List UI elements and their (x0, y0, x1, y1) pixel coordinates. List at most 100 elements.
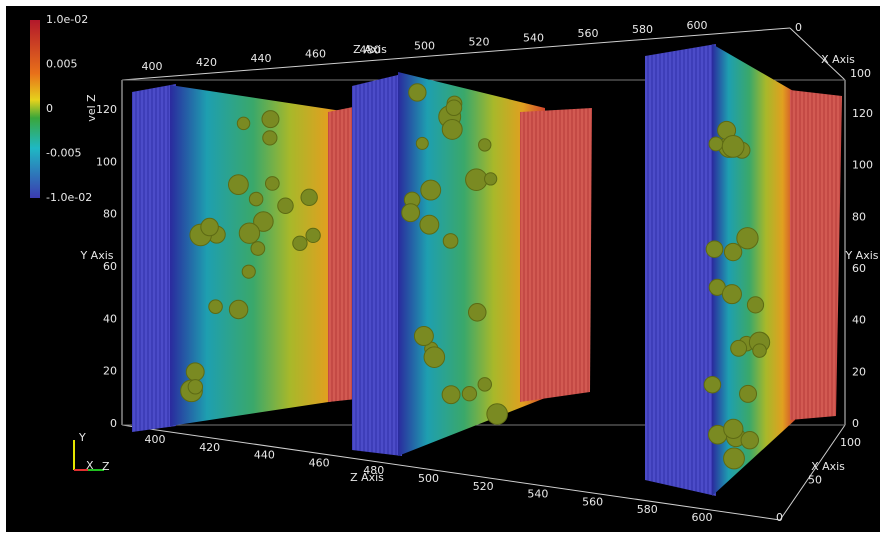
particle (724, 243, 741, 260)
particle (416, 137, 428, 149)
color-bar (30, 20, 40, 198)
particle (443, 234, 458, 249)
axis-title: Z Axis (350, 471, 384, 484)
tick-label: 520 (469, 35, 490, 48)
particle (209, 300, 223, 314)
particle (468, 304, 486, 322)
particle (229, 175, 249, 195)
tick-label: 520 (473, 480, 494, 493)
tick-label: 460 (309, 456, 330, 469)
particle (420, 215, 439, 234)
tick-label: 20 (103, 365, 117, 378)
particle (704, 376, 721, 393)
particle (466, 169, 488, 191)
tick-label: 600 (687, 19, 708, 32)
particle (487, 404, 508, 425)
particle (262, 111, 279, 128)
particle (242, 265, 255, 278)
particle (706, 241, 723, 258)
tick-label: 60 (852, 262, 866, 275)
particle (402, 204, 420, 222)
tick-label: 560 (582, 495, 603, 508)
particle (741, 431, 758, 448)
tick-label: 50 (808, 474, 822, 487)
orient-z: Z (102, 460, 110, 473)
particle (709, 137, 723, 151)
viewport: vel Z 1.0e-020.0050-0.005-1.0e-02 400420… (0, 0, 889, 538)
tick-label: 80 (852, 210, 866, 223)
particle (753, 344, 767, 358)
particle (263, 131, 277, 145)
legend-label: 0.005 (46, 58, 78, 71)
particle (424, 347, 445, 368)
tick-label: 580 (637, 503, 658, 516)
slab-1 (132, 84, 368, 432)
legend-label: 0 (46, 102, 53, 115)
legend-label: -1.0e-02 (46, 191, 92, 204)
tick-label: 100 (852, 159, 873, 172)
tick-label: 40 (852, 314, 866, 327)
tick-label: 420 (199, 441, 220, 454)
particle (737, 228, 758, 249)
particle (239, 223, 259, 243)
axis-title: Y Axis (79, 249, 113, 262)
legend-label: 1.0e-02 (46, 13, 88, 26)
tick-label: 560 (578, 27, 599, 40)
particle (731, 340, 747, 356)
orient-x: X (86, 459, 94, 472)
tick-label: 20 (852, 365, 866, 378)
tick-label: 120 (96, 103, 117, 116)
particle (740, 385, 757, 402)
particle (265, 177, 279, 191)
axis-title: X Axis (821, 53, 855, 66)
particle (462, 387, 476, 401)
tick-label: 0 (795, 21, 802, 34)
particle (409, 84, 426, 101)
tick-label: 440 (254, 449, 275, 462)
particle (293, 236, 307, 250)
tick-label: 540 (523, 31, 544, 44)
tick-label: 460 (305, 48, 326, 61)
particle (478, 378, 491, 391)
tick-label: 400 (142, 60, 163, 73)
particle (414, 327, 433, 346)
particle (237, 117, 249, 129)
particle (421, 180, 441, 200)
tick-label: 0 (776, 511, 783, 524)
tick-label: 100 (850, 67, 871, 80)
particle (442, 386, 460, 404)
axis-title: Z Axis (353, 43, 387, 56)
tick-label: 420 (196, 56, 217, 69)
particle (747, 297, 763, 313)
tick-label: 500 (414, 40, 435, 53)
particle (278, 198, 294, 214)
particle (485, 173, 497, 185)
particle (442, 119, 462, 139)
particle (724, 419, 743, 438)
particle (446, 100, 462, 116)
particle (251, 242, 265, 256)
particle (201, 218, 219, 236)
tick-label: 40 (103, 312, 117, 325)
orient-y: Y (78, 431, 86, 444)
tick-label: 100 (96, 155, 117, 168)
particle (479, 139, 491, 151)
tick-label: 500 (418, 472, 439, 485)
tick-label: 600 (692, 511, 713, 524)
tick-label: 80 (103, 208, 117, 221)
axis-title: Y Axis (844, 249, 878, 262)
particle (301, 189, 317, 205)
tick-label: 0 (110, 417, 117, 430)
particle (188, 380, 202, 394)
tick-label: 440 (251, 52, 272, 65)
axis-title: X Axis (811, 460, 845, 473)
particle (722, 285, 741, 304)
legend-label: -0.005 (46, 147, 81, 160)
tick-label: 100 (840, 436, 861, 449)
tick-label: 540 (527, 488, 548, 501)
particle (229, 300, 247, 318)
particle (186, 363, 204, 381)
tick-label: 120 (852, 107, 873, 120)
particle (724, 448, 745, 469)
particle (249, 192, 263, 206)
